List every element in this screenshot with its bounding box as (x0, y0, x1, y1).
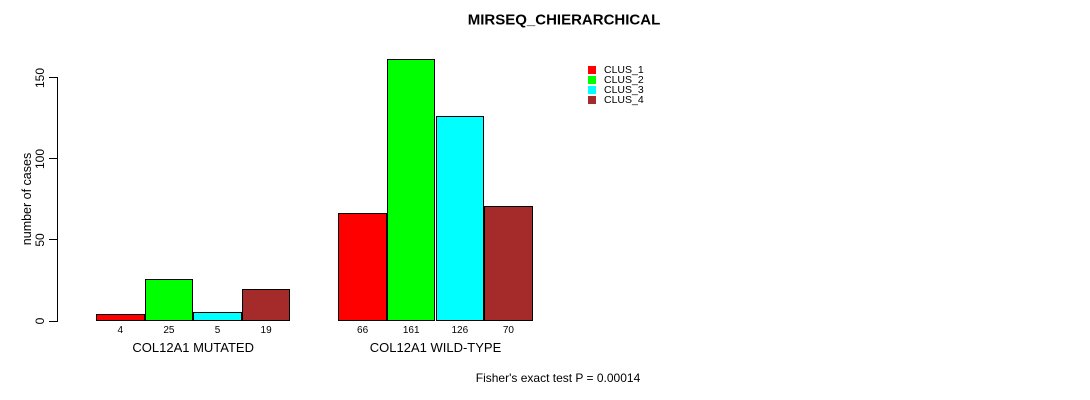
y-axis-label: number of cases (20, 152, 34, 246)
bar-clus_3-2 (435, 115, 485, 321)
y-tick-label: 50 (33, 233, 47, 247)
bar-value-label: 5 (214, 325, 221, 336)
bar-clus_4-1 (241, 289, 291, 321)
bar-value-label: 66 (357, 325, 369, 336)
y-axis-line (57, 77, 58, 322)
legend-swatch-icon (588, 86, 596, 94)
y-tick-label: 150 (33, 67, 47, 88)
bar-clus_4-2 (484, 206, 533, 321)
category-label: COL12A1 WILD-TYPE (369, 340, 502, 355)
bar-value-label: 19 (260, 325, 272, 336)
bar-value-label: 161 (402, 325, 420, 336)
legend-item-clus_1: CLUS_1 (588, 65, 644, 75)
legend-item-clus_2: CLUS_2 (588, 75, 644, 85)
legend-item-clus_4: CLUS_4 (588, 95, 644, 105)
y-tick-label: 100 (33, 148, 47, 169)
y-tick-mark (49, 77, 57, 79)
y-tick-label: 0 (33, 317, 47, 325)
y-tick-mark (49, 158, 57, 160)
bar-clus_1-2 (338, 212, 387, 321)
bar-clus_3-1 (193, 311, 242, 321)
legend-label: CLUS_1 (604, 64, 644, 76)
bar-clus_1-1 (96, 313, 145, 321)
legend-swatch-icon (588, 76, 596, 84)
chart-title: MIRSEQ_CHIERARCHICAL (467, 11, 661, 29)
bar-clus_2-1 (144, 279, 194, 321)
legend-swatch-icon (588, 96, 596, 104)
bar-value-label: 70 (502, 325, 514, 336)
legend-swatch-icon (588, 66, 596, 74)
bar-clus_2-2 (386, 58, 436, 321)
legend-label: CLUS_2 (604, 74, 644, 86)
bar-value-label: 25 (163, 325, 175, 336)
legend: CLUS_1 CLUS_2 CLUS_3 CLUS_4 (588, 65, 644, 105)
bar-value-label: 126 (451, 325, 469, 336)
bar-value-label: 4 (117, 325, 124, 336)
category-label: COL12A1 MUTATED (132, 340, 254, 355)
legend-label: CLUS_4 (604, 94, 644, 106)
y-tick-mark (49, 239, 57, 241)
legend-label: CLUS_3 (604, 84, 644, 96)
legend-item-clus_3: CLUS_3 (588, 85, 644, 95)
footer-annotation: Fisher's exact test P = 0.00014 (475, 371, 641, 385)
y-tick-mark (49, 320, 57, 322)
